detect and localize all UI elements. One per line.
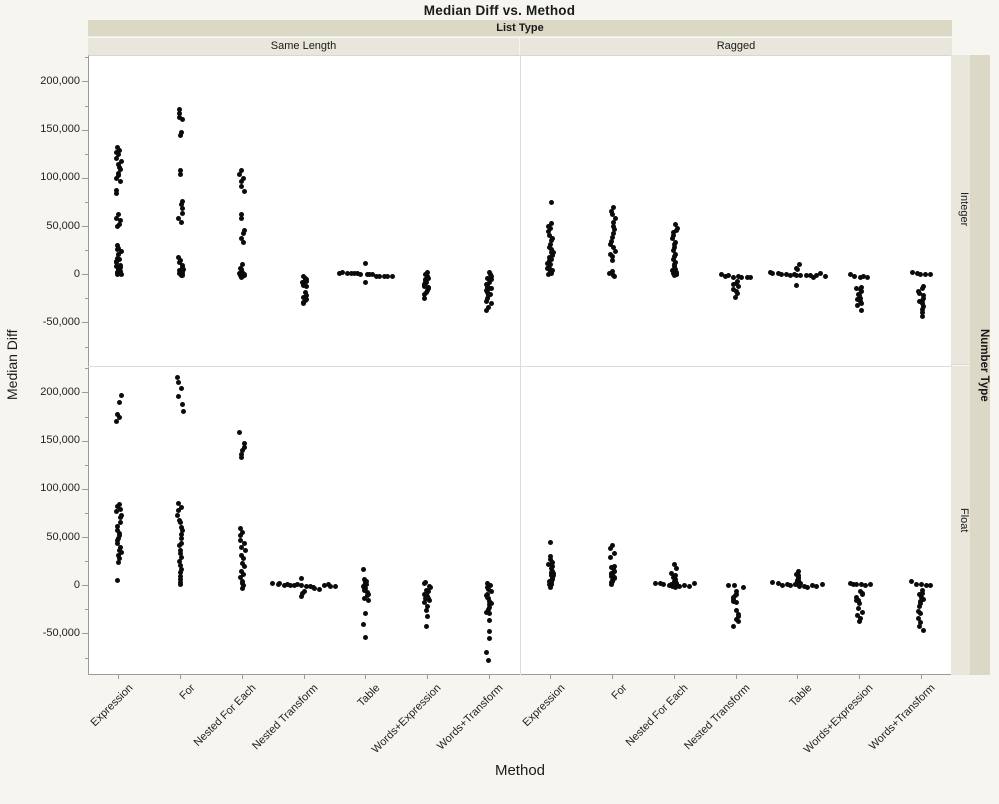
x-tick bbox=[673, 675, 675, 679]
x-method-label[interactable]: Words+Expression bbox=[802, 682, 876, 756]
x-tick bbox=[426, 675, 428, 679]
x-method-label[interactable]: Words+Expression bbox=[370, 682, 444, 756]
x-method-label[interactable]: Nested Transform bbox=[250, 682, 321, 753]
x-method-label[interactable]: Nested Transform bbox=[682, 682, 753, 753]
x-method-label[interactable]: For bbox=[176, 682, 198, 703]
x-method-label[interactable]: Expression bbox=[88, 682, 136, 729]
x-method-label[interactable]: Words+Transform bbox=[867, 682, 938, 753]
x-tick bbox=[303, 675, 305, 679]
facet-cell-same-length: Same Length bbox=[88, 38, 519, 55]
x-tick bbox=[797, 675, 799, 679]
x-tick bbox=[735, 675, 737, 679]
facet-divider-vertical bbox=[520, 55, 521, 675]
x-method-label[interactable]: Expression bbox=[520, 682, 568, 729]
x-tick bbox=[612, 675, 614, 679]
x-method-label[interactable]: Nested For Each bbox=[623, 682, 691, 749]
chart-title: Median Diff vs. Method bbox=[423, 3, 576, 18]
x-tick bbox=[550, 675, 552, 679]
x-tick bbox=[180, 675, 182, 679]
facet-cell-ragged: Ragged bbox=[520, 38, 952, 55]
jmp-graph-window: { "chart_data": { "type": "scatter", "ti… bbox=[4, 3, 990, 779]
x-tick bbox=[488, 675, 490, 679]
x-axis-title: Method bbox=[494, 762, 546, 779]
x-method-label[interactable]: Table bbox=[355, 682, 383, 710]
x-method-label[interactable]: Table bbox=[787, 682, 815, 710]
x-tick bbox=[118, 675, 120, 679]
x-method-label[interactable]: Words+Transform bbox=[435, 682, 506, 753]
y-axis-title: Median Diff bbox=[4, 329, 20, 401]
x-method-label[interactable]: For bbox=[608, 682, 630, 703]
x-method-label[interactable]: Nested For Each bbox=[191, 682, 259, 749]
facet-strip-integer: Integer bbox=[951, 55, 970, 365]
x-tick bbox=[241, 675, 243, 679]
facet-band-list-type: List Type bbox=[88, 20, 952, 37]
facet-strip-float: Float bbox=[951, 366, 970, 675]
x-tick bbox=[858, 675, 860, 679]
facet-strip-number-type: Number Type bbox=[970, 55, 990, 675]
x-tick bbox=[920, 675, 922, 679]
x-tick bbox=[365, 675, 367, 679]
facet-divider-horizontal bbox=[88, 366, 952, 367]
